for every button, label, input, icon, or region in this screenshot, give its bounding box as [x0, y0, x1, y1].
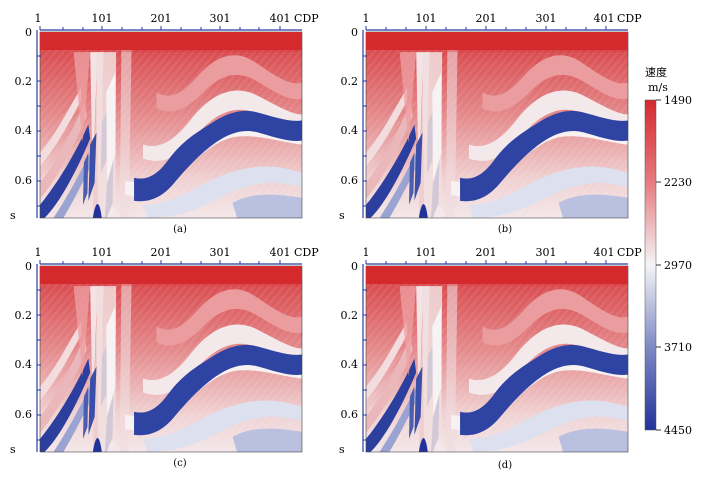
x-tick-1: 1 [35, 246, 42, 259]
x-tick-301: 301 [536, 246, 557, 259]
x-tick-1: 1 [35, 12, 42, 25]
x-tick-101: 101 [92, 12, 113, 25]
x-axis-label: CDP [617, 12, 642, 25]
x-tick-401: 401 [270, 246, 291, 259]
y-tick-0.2: 0.2 [15, 75, 33, 88]
panel-a: 1 101 201 301 401 CDP 0 0.2 0.4 0.6 s (a… [10, 12, 319, 235]
x-tick-1: 1 [363, 246, 370, 259]
y-tick-0.6: 0.6 [15, 408, 33, 421]
y-tick-0: 0 [351, 26, 358, 39]
panel-d: 1 101 201 301 401 CDP 0 0.2 0.4 0.6 s (d… [339, 246, 642, 471]
x-tick-1: 1 [363, 12, 370, 25]
panel-caption-b: (b) [498, 224, 512, 235]
x-axis-label: CDP [294, 12, 319, 25]
y-axis-unit: s [10, 209, 16, 222]
panel-b: 1 101 201 301 401 CDP 0 0.2 0.4 0.6 s (b… [339, 12, 642, 235]
y-axis-unit: s [339, 443, 345, 456]
panel-c: 1 101 201 301 401 CDP 0 0.2 0.4 0.6 s (c… [10, 246, 319, 469]
y-tick-0: 0 [351, 260, 358, 273]
panel-caption-a: (a) [173, 224, 187, 235]
x-axis-label: CDP [617, 246, 642, 259]
y-tick-0.6: 0.6 [341, 408, 359, 421]
y-axis-unit: s [10, 443, 16, 456]
x-tick-301: 301 [536, 12, 557, 25]
y-tick-0.2: 0.2 [15, 309, 33, 322]
x-tick-201: 201 [476, 12, 497, 25]
colorbar-gradient [644, 99, 657, 431]
y-tick-0: 0 [25, 26, 32, 39]
y-tick-0.2: 0.2 [341, 75, 359, 88]
y-tick-0: 0 [25, 260, 32, 273]
y-tick-0.4: 0.4 [15, 124, 33, 137]
x-tick-201: 201 [151, 246, 172, 259]
x-tick-101: 101 [416, 12, 437, 25]
colorbar-title: 速度 [645, 65, 667, 79]
panel-caption-d: (d) [498, 460, 512, 471]
x-tick-301: 301 [210, 246, 231, 259]
x-tick-201: 201 [151, 12, 172, 25]
x-tick-301: 301 [210, 12, 231, 25]
y-tick-0.4: 0.4 [15, 358, 33, 371]
colorbar-tick-2230: 2230 [664, 176, 692, 189]
x-tick-401: 401 [270, 12, 291, 25]
colorbar-tick-4450: 4450 [664, 424, 692, 437]
y-tick-0.6: 0.6 [341, 174, 359, 187]
x-tick-201: 201 [476, 246, 497, 259]
x-tick-101: 101 [92, 246, 113, 259]
colorbar-unit: m/s [648, 81, 668, 94]
panel-caption-c: (c) [173, 458, 187, 469]
x-tick-101: 101 [416, 246, 437, 259]
colorbar-tick-3710: 3710 [664, 341, 692, 354]
y-axis-unit: s [339, 209, 345, 222]
colorbar-tick-1490: 1490 [664, 94, 692, 107]
y-tick-0.6: 0.6 [15, 174, 33, 187]
x-tick-401: 401 [594, 246, 615, 259]
x-axis-label: CDP [294, 246, 319, 259]
y-tick-0.4: 0.4 [341, 358, 359, 371]
colorbar: 速度 m/s 1490 2230 2970 3710 4450 [644, 65, 692, 437]
y-tick-0.4: 0.4 [341, 124, 359, 137]
y-tick-0.2: 0.2 [341, 309, 359, 322]
colorbar-tick-2970: 2970 [664, 259, 692, 272]
x-tick-401: 401 [594, 12, 615, 25]
